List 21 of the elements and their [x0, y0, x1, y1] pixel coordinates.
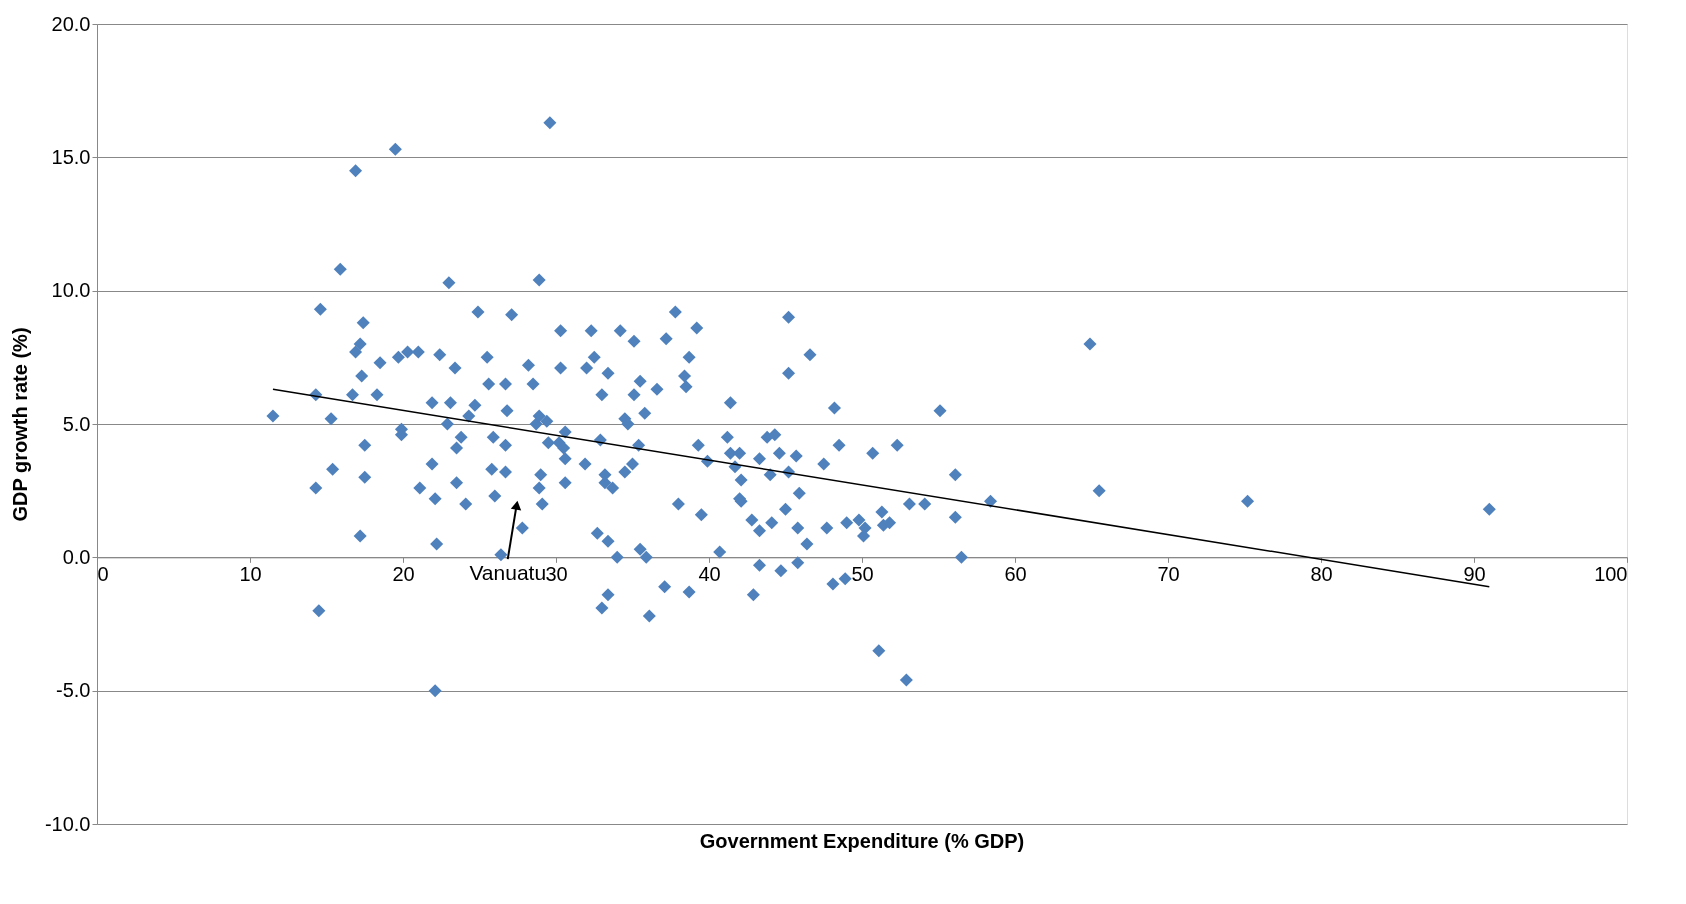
x-tick-label: 100: [1594, 562, 1628, 585]
y-tick-label: -5.0: [56, 679, 91, 702]
y-tick-label: 20.0: [51, 12, 91, 35]
x-tick-label: 20: [392, 562, 415, 585]
annotation: Vanuatu: [469, 561, 547, 585]
y-axis-title: GDP growth rate (%): [8, 327, 31, 522]
y-tick-label: -10.0: [44, 812, 91, 835]
y-tick-label: 15.0: [51, 145, 91, 168]
y-tick-label: 10.0: [51, 279, 91, 302]
x-tick-label: 30: [545, 562, 568, 585]
x-tick-label: 80: [1310, 562, 1333, 585]
y-tick-label: 0.0: [62, 545, 91, 568]
y-tick-label: 5.0: [62, 412, 91, 435]
x-tick-label: 70: [1157, 562, 1180, 585]
x-axis-title: Government Expenditure (% GDP): [699, 830, 1025, 852]
x-tick-label: 50: [851, 562, 874, 585]
x-tick-label: 60: [1004, 562, 1027, 585]
x-tick-label: 10: [239, 562, 262, 585]
x-tick-label: 0: [97, 562, 109, 585]
x-tick-label: 40: [698, 562, 721, 585]
x-tick-label: 90: [1463, 562, 1486, 585]
